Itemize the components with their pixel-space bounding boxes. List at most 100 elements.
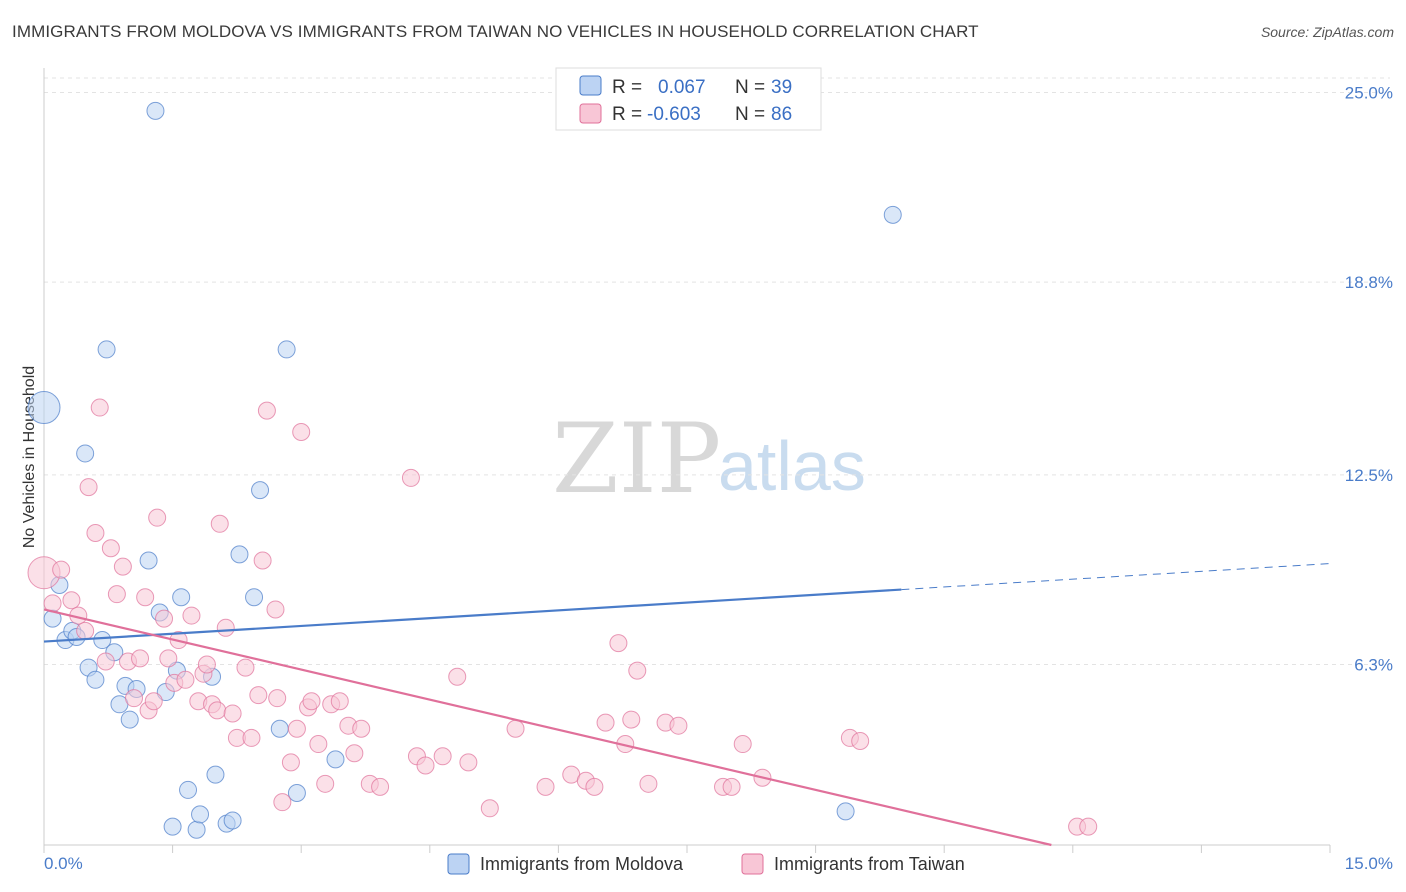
stats-legend: R = 0.067 N = 39 R = -0.603 N = 86: [555, 67, 822, 131]
data-point: [292, 423, 311, 442]
data-point: [139, 551, 158, 570]
data-point: [107, 585, 126, 604]
data-point: [90, 398, 109, 417]
data-point: [416, 756, 435, 775]
x-tick-marks: [43, 845, 1331, 853]
data-point: [236, 658, 255, 677]
data-point: [253, 551, 272, 570]
data-point: [251, 481, 270, 500]
watermark-atlas: atlas: [718, 427, 866, 505]
data-point: [371, 777, 390, 796]
data-point: [596, 713, 615, 732]
data-point: [176, 670, 195, 689]
data-point: [93, 631, 112, 650]
y-tick-label: 12.5%: [1345, 466, 1393, 485]
data-point: [155, 609, 174, 628]
trend-line-taiwan: [43, 608, 1052, 847]
legend-n-value-taiwan: 86: [771, 104, 792, 125]
trend-line-extension: [901, 563, 1331, 591]
y-axis-label: No Vehicles in Household: [21, 366, 38, 548]
data-point: [96, 652, 115, 671]
watermark-zip: ZIP: [552, 403, 721, 515]
data-point: [330, 692, 349, 711]
chart-title: IMMIGRANTS FROM MOLDOVA VS IMMIGRANTS FR…: [12, 22, 979, 41]
data-point: [79, 478, 98, 497]
data-point: [216, 618, 235, 637]
data-point: [76, 444, 95, 463]
data-point: [197, 655, 216, 674]
trend-lines: [43, 563, 1331, 847]
data-point: [401, 468, 420, 487]
data-point: [480, 799, 499, 818]
data-point: [639, 774, 658, 793]
data-point: [131, 649, 150, 668]
data-point: [242, 728, 261, 747]
data-point: [669, 716, 688, 735]
data-point: [191, 805, 210, 824]
data-point: [223, 811, 242, 830]
data-point: [433, 747, 452, 766]
data-point: [101, 539, 120, 558]
data-point: [136, 588, 155, 607]
source-credit: Source: ZipAtlas.com: [1260, 24, 1394, 40]
data-point: [148, 508, 167, 527]
legend-r-label-moldova: R =: [612, 77, 642, 98]
series-legend: Immigrants from Moldova Immigrants from …: [447, 853, 965, 875]
data-point: [27, 391, 61, 425]
data-point: [172, 588, 191, 607]
data-point: [352, 719, 371, 738]
data-point: [52, 560, 71, 579]
legend-r-label-taiwan: R =: [612, 104, 642, 125]
data-point: [287, 783, 306, 802]
legend-n-label-moldova: N =: [735, 77, 765, 98]
data-point: [268, 689, 287, 708]
legend-n-label-taiwan: N =: [735, 104, 765, 125]
data-point: [273, 793, 292, 812]
data-point: [76, 621, 95, 640]
legend-swatch-moldova: [579, 75, 602, 96]
data-point: [86, 523, 105, 542]
y-tick-label: 25.0%: [1345, 83, 1393, 102]
data-point: [1079, 817, 1098, 836]
data-point: [609, 634, 628, 653]
grid-lines: [44, 77, 1390, 666]
legend-r-value-moldova: 0.067: [658, 77, 706, 98]
data-point: [302, 692, 321, 711]
legend-n-value-moldova: 39: [771, 77, 792, 98]
data-point: [270, 719, 289, 738]
data-point: [628, 661, 647, 680]
data-point: [459, 753, 478, 772]
data-point: [187, 820, 206, 839]
data-points: [27, 101, 1098, 839]
legend-swatch-taiwan: [579, 103, 602, 124]
data-point: [287, 719, 306, 738]
data-point: [536, 777, 555, 796]
data-point: [836, 802, 855, 821]
data-point: [179, 780, 198, 799]
series-legend-swatch-moldova: [447, 853, 470, 875]
data-point: [182, 606, 201, 625]
trend-line-moldova: [43, 588, 902, 643]
data-point: [159, 649, 178, 668]
data-point: [277, 340, 296, 359]
data-point: [144, 692, 163, 711]
data-point: [120, 710, 139, 729]
y-tick-label: 6.3%: [1354, 656, 1393, 675]
data-point: [316, 774, 335, 793]
data-point: [448, 667, 467, 686]
data-point: [146, 101, 165, 120]
data-point: [345, 744, 364, 763]
y-tick-label: 18.8%: [1345, 273, 1393, 292]
series-taiwan-points: [27, 398, 1098, 836]
data-point: [86, 670, 105, 689]
data-point: [97, 340, 116, 359]
data-point: [733, 735, 752, 754]
x-tick-label-max: 15.0%: [1345, 854, 1393, 873]
data-point: [266, 600, 285, 619]
data-point: [208, 701, 227, 720]
data-point: [163, 817, 182, 836]
series-legend-label-moldova: Immigrants from Moldova: [480, 854, 684, 874]
data-point: [113, 557, 132, 576]
data-point: [249, 686, 268, 705]
data-point: [281, 753, 300, 772]
